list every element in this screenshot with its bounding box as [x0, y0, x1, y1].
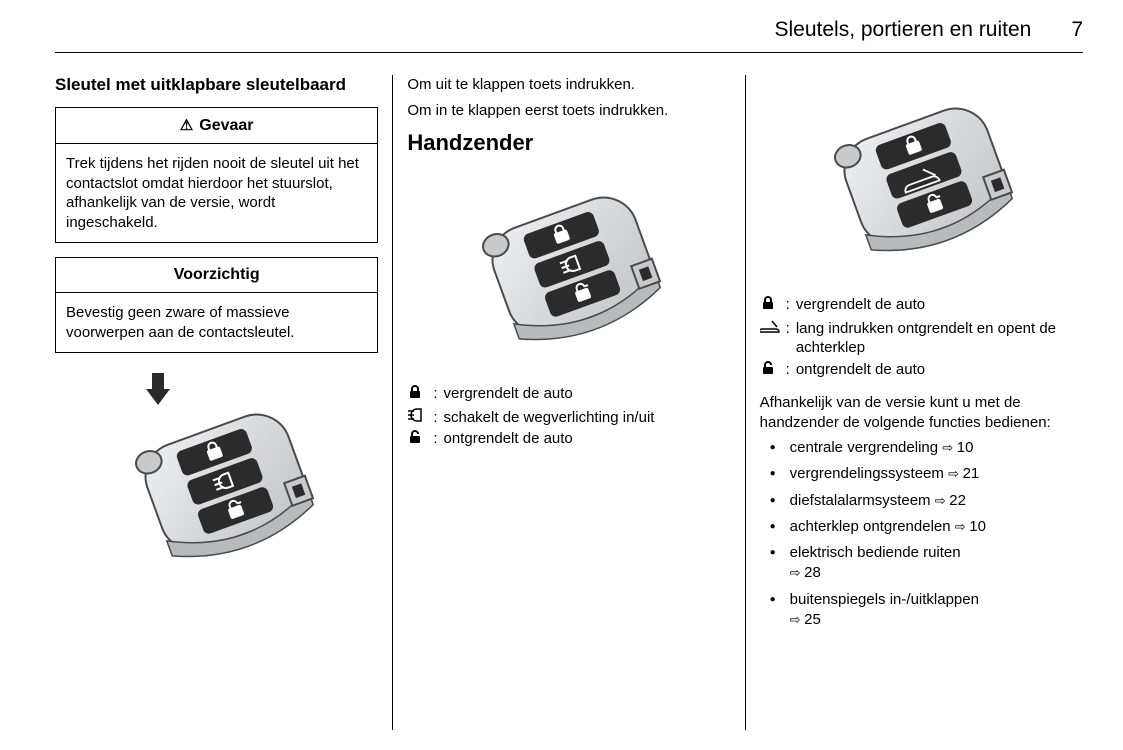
xref: 25 — [790, 611, 821, 628]
list-item: centrale vergrendeling 10 — [760, 438, 1083, 458]
list-item: diefstalalarmsysteem 22 — [760, 491, 1083, 511]
caution-box: Voorzichtig Bevestig geen zware of massi… — [55, 257, 378, 353]
legend-row: : vergrendelt de auto — [407, 384, 730, 406]
caution-title: Voorzichtig — [56, 258, 377, 293]
col2-h2: Handzender — [407, 130, 730, 156]
xref: 10 — [942, 439, 973, 456]
tailgate-icon — [760, 319, 780, 339]
legend-text: lang indrukken ontgrendelt en opent de a… — [796, 319, 1083, 358]
lock-closed-icon — [407, 384, 427, 406]
legend-row: : vergrendelt de auto — [760, 295, 1083, 317]
col3-legend: : vergrendelt de auto : lang indrukken o… — [760, 295, 1083, 381]
header-title: Sleutels, portieren en ruiten — [774, 18, 1031, 42]
legend-row: : schakelt de wegverlichting in/uit — [407, 408, 730, 428]
col1-heading: Sleutel met uitklapbare sleutelbaard — [55, 75, 378, 95]
danger-box: Gevaar Trek tijdens het rijden nooit de … — [55, 107, 378, 243]
col2-legend: : vergrendelt de auto : schakelt de wegv… — [407, 384, 730, 451]
column-3: : vergrendelt de auto : lang indrukken o… — [746, 75, 1083, 730]
headlight-icon — [407, 408, 427, 428]
col2-intro2: Om in te klappen eerst toets indrukken. — [407, 101, 730, 121]
legend-text: ontgrendelt de auto — [796, 360, 1083, 380]
lock-open-icon — [760, 360, 780, 382]
caution-body: Bevestig geen zware of massieve voorwerp… — [56, 293, 377, 352]
danger-body: Trek tijdens het rijden nooit de sleutel… — [56, 144, 377, 242]
lock-closed-icon — [760, 295, 780, 317]
column-1: Sleutel met uitklapbare sleutelbaard Gev… — [55, 75, 393, 730]
list-item: elektrisch bediende ruiten28 — [760, 543, 1083, 584]
legend-text: vergrendelt de auto — [444, 384, 731, 404]
lock-open-icon — [407, 429, 427, 451]
key-illustration-remote-b — [811, 81, 1031, 281]
danger-title: Gevaar — [199, 117, 253, 135]
col2-intro1: Om uit te klappen toets indrukken. — [407, 75, 730, 95]
list-item: achterklep ontgrendelen 10 — [760, 517, 1083, 537]
col3-paragraph: Afhankelijk van de versie kunt u met de … — [760, 393, 1083, 432]
danger-title-row: Gevaar — [56, 108, 377, 144]
legend-text: vergrendelt de auto — [796, 295, 1083, 315]
xref: 21 — [948, 465, 979, 482]
legend-row: : ontgrendelt de auto — [407, 429, 730, 451]
key-illustration-remote-a — [459, 170, 679, 370]
list-item: vergrendelingssysteem 21 — [760, 464, 1083, 484]
legend-text: ontgrendelt de auto — [444, 429, 731, 449]
xref: 28 — [790, 564, 821, 581]
warning-icon — [180, 116, 195, 135]
page-number: 7 — [1071, 18, 1083, 42]
legend-row: : ontgrendelt de auto — [760, 360, 1083, 382]
functions-list: centrale vergrendeling 10 vergrendelings… — [760, 438, 1083, 630]
key-illustration-foldout — [112, 367, 322, 567]
list-item: buitenspiegels in-/uitklappen25 — [760, 590, 1083, 631]
press-arrow-icon — [146, 373, 170, 405]
xref: 22 — [935, 492, 966, 509]
legend-row: : lang indrukken ontgrendelt en opent de… — [760, 319, 1083, 358]
header-rule — [55, 52, 1083, 53]
xref: 10 — [955, 518, 986, 535]
legend-text: schakelt de wegverlichting in/uit — [444, 408, 731, 428]
column-2: Om uit te klappen toets indrukken. Om in… — [393, 75, 745, 730]
